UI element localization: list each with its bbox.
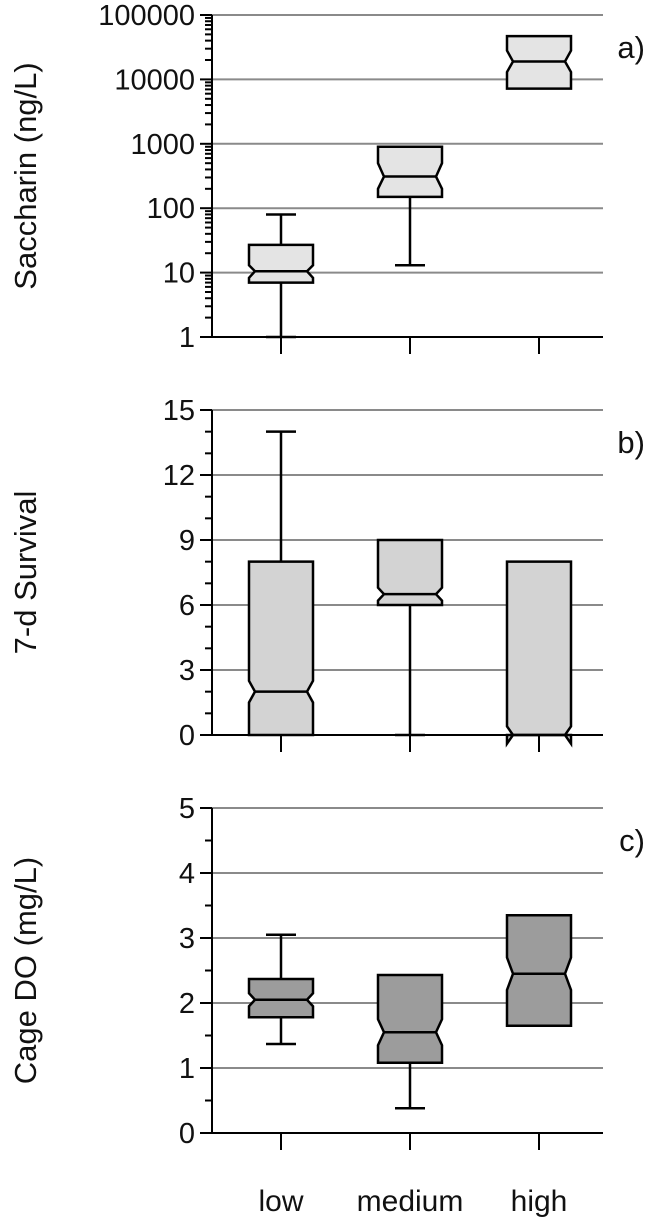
y-tick-label: 0 <box>179 1118 195 1150</box>
y-axis-label: Cage DO (mg/L) <box>8 857 43 1084</box>
box-medium <box>376 145 444 267</box>
x-category-label-high: high <box>511 1185 568 1218</box>
y-tick-label: 6 <box>179 590 195 622</box>
box-high <box>505 914 573 1027</box>
box-body <box>247 243 315 284</box>
x-category-label-low: low <box>258 1185 303 1218</box>
box-body <box>505 560 573 748</box>
y-axis-label: Saccharin (ng/L) <box>8 62 43 289</box>
x-axis-category-labels: low medium high <box>258 1185 567 1218</box>
y-tick-label: 5 <box>179 793 195 825</box>
box-body <box>247 977 315 1019</box>
panel-label: a) <box>617 30 645 65</box>
x-category-label-medium: medium <box>357 1185 464 1218</box>
panel-b: 0 3 6 9 12 15 7-d Survival b) <box>8 395 645 752</box>
box-body <box>376 145 444 199</box>
box-body <box>505 914 573 1027</box>
box-body <box>376 538 444 607</box>
panel-a: 1 10 100 1000 10000 100000 Saccharin (ng/L) a) <box>8 0 645 354</box>
y-tick-label: 9 <box>179 525 195 557</box>
panel-label: b) <box>617 425 645 460</box>
box-body <box>247 560 315 737</box>
box-low <box>247 933 315 1046</box>
panel-label: c) <box>619 823 645 858</box>
box-high <box>505 34 573 90</box>
y-tick-label: 10 <box>163 258 195 290</box>
box-medium <box>376 538 444 737</box>
y-tick-label: 15 <box>163 395 195 427</box>
box-low <box>247 213 315 339</box>
y-tick-label: 3 <box>179 923 195 955</box>
box-high <box>505 560 573 748</box>
y-axis-label: 7-d Survival <box>8 491 43 655</box>
y-tick-label: 100000 <box>98 0 195 32</box>
y-tick-label: 1000 <box>130 129 195 161</box>
y-tick-label: 100 <box>147 193 195 225</box>
y-tick-label: 1 <box>179 322 195 354</box>
y-tick-label: 3 <box>179 655 195 687</box>
box-low <box>247 430 315 737</box>
y-tick-label: 10000 <box>114 64 195 96</box>
panel-c: 0 1 2 3 4 5 Cage DO (mg/L) c) <box>8 793 645 1150</box>
y-tick-label: 12 <box>163 460 195 492</box>
y-tick-label: 4 <box>179 858 195 890</box>
box-body <box>376 973 444 1065</box>
y-tick-label: 0 <box>179 720 195 752</box>
box-medium <box>376 973 444 1110</box>
y-tick-label: 2 <box>179 988 195 1020</box>
y-tick-label: 1 <box>179 1053 195 1085</box>
